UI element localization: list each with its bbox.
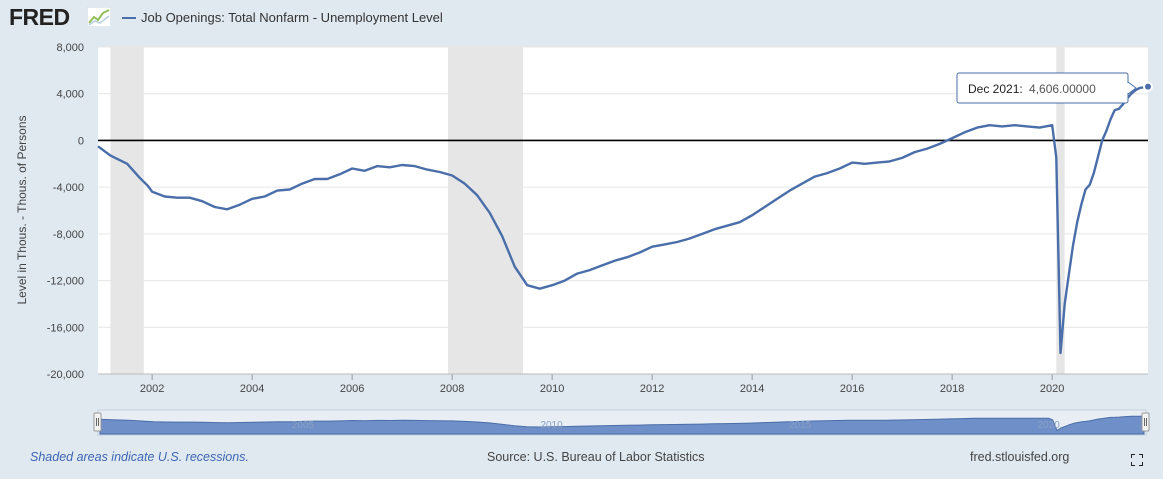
source-text: Source: U.S. Bureau of Labor Statistics xyxy=(487,450,705,464)
x-axis-ticks: 2002 2004 2006 2008 2010 2012 2014 2016 2018 2020 xyxy=(98,373,1148,395)
navigator-right-handle[interactable] xyxy=(1141,412,1150,432)
navigator-labels: 2005 2010 2015 2020 xyxy=(292,420,1060,431)
chart-legend[interactable]: Job Openings: Total Nonfarm - Unemployme… xyxy=(122,10,443,25)
y-tick-label: -20,000 xyxy=(47,369,84,381)
tooltip-value: 4,606.00000 xyxy=(1029,82,1096,96)
legend-swatch xyxy=(122,16,136,19)
y-tick-label: 0 xyxy=(78,135,84,147)
recession-band xyxy=(448,47,523,374)
x-tick-label: 2014 xyxy=(740,383,764,395)
y-tick-label: -16,000 xyxy=(47,322,84,334)
legend-label: Job Openings: Total Nonfarm - Unemployme… xyxy=(141,10,443,25)
last-data-point[interactable] xyxy=(1143,81,1153,92)
line-chart-icon xyxy=(87,7,111,27)
data-tooltip: Dec 2021: 4,606.00000 xyxy=(956,72,1137,104)
y-tick-label: -4,000 xyxy=(53,182,84,194)
navigator-label: 2015 xyxy=(789,420,812,431)
x-tick-label: 2004 xyxy=(240,383,264,395)
series-line-path xyxy=(97,85,1149,355)
chart-footer: Shaded areas indicate U.S. recessions. S… xyxy=(0,446,1163,476)
recession-band xyxy=(1056,47,1065,374)
y-tick-label: -8,000 xyxy=(53,229,84,241)
chart-svg[interactable]: 8,000 4,000 0 -4,000 -8,000 -12,000 -16,000 -20… xyxy=(0,36,1163,446)
navigator-label: 2005 xyxy=(292,420,315,431)
navigator-area xyxy=(99,415,1145,435)
site-url[interactable]: fred.stlouisfed.org xyxy=(970,450,1070,464)
y-axis-ticks: 8,000 4,000 0 -4,000 -8,000 -12,000 -16,000 -20… xyxy=(47,42,84,381)
x-tick-label: 2008 xyxy=(440,383,464,395)
x-tick-label: 2016 xyxy=(840,383,864,395)
y-tick-label: 8,000 xyxy=(56,42,84,54)
x-tick-label: 2006 xyxy=(340,383,364,395)
y-tick-label: -12,000 xyxy=(47,276,84,288)
fullscreen-icon[interactable] xyxy=(1131,454,1143,466)
x-tick-label: 2002 xyxy=(140,383,164,395)
navigator-left-handle[interactable] xyxy=(93,412,102,432)
x-tick-label: 2010 xyxy=(540,383,564,395)
recession-note: Shaded areas indicate U.S. recessions. xyxy=(30,450,249,464)
tooltip-date: Dec 2021: xyxy=(968,82,1023,96)
x-tick-label: 2020 xyxy=(1040,383,1064,395)
svg-text:Dec 2021: 4,606.00000: Dec 2021: 4,606.00000 xyxy=(968,82,1096,96)
navigator-label: 2020 xyxy=(1038,420,1061,431)
recession-band xyxy=(110,47,144,374)
x-tick-label: 2012 xyxy=(640,383,664,395)
y-axis-label: Level in Thous. - Thous. of Persons xyxy=(15,116,29,305)
y-tick-label: 4,000 xyxy=(56,89,84,101)
navigator-label: 2010 xyxy=(540,420,563,431)
chart-header: FRED Job Openings: Total Nonfarm - Unemp… xyxy=(0,0,1163,36)
recession-bands xyxy=(110,47,1065,374)
fred-logo[interactable]: FRED xyxy=(9,4,70,30)
x-tick-label: 2018 xyxy=(940,383,964,395)
series-line xyxy=(97,85,1149,355)
time-navigator[interactable]: 2005 2010 2015 2020 xyxy=(93,409,1150,436)
